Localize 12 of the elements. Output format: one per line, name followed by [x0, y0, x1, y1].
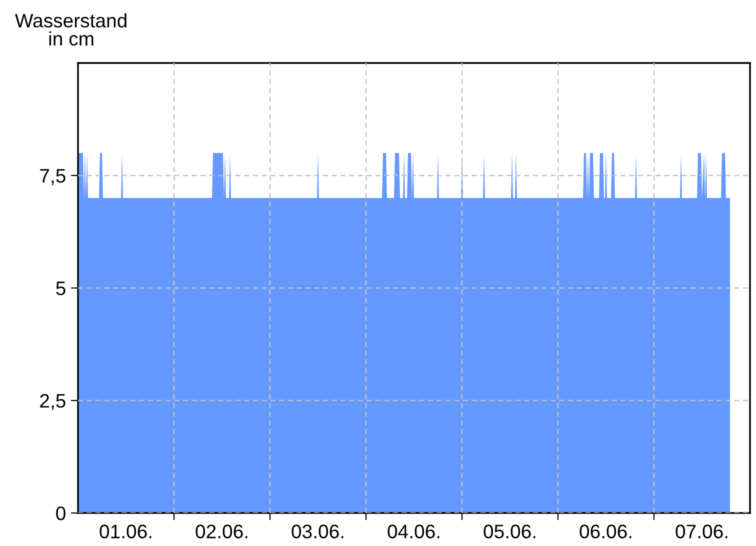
y-tick-label: 7,5 — [40, 169, 66, 186]
y-tick-label: 5 — [56, 282, 66, 296]
x-tick-label: 03.06. — [292, 524, 344, 538]
x-tick-label: 05.06. — [484, 524, 536, 538]
x-tick-label: 06.06. — [580, 524, 632, 538]
x-tick-label: 02.06. — [196, 524, 248, 538]
y-axis-title: Wasserstand in cm — [15, 13, 126, 46]
x-tick-label: 04.06. — [388, 524, 440, 538]
y-tick-label: 0 — [56, 506, 66, 520]
x-tick-label: 07.06. — [676, 524, 728, 538]
x-tick-label: 01.06. — [100, 524, 152, 538]
y-tick-label: 2,5 — [40, 394, 66, 410]
